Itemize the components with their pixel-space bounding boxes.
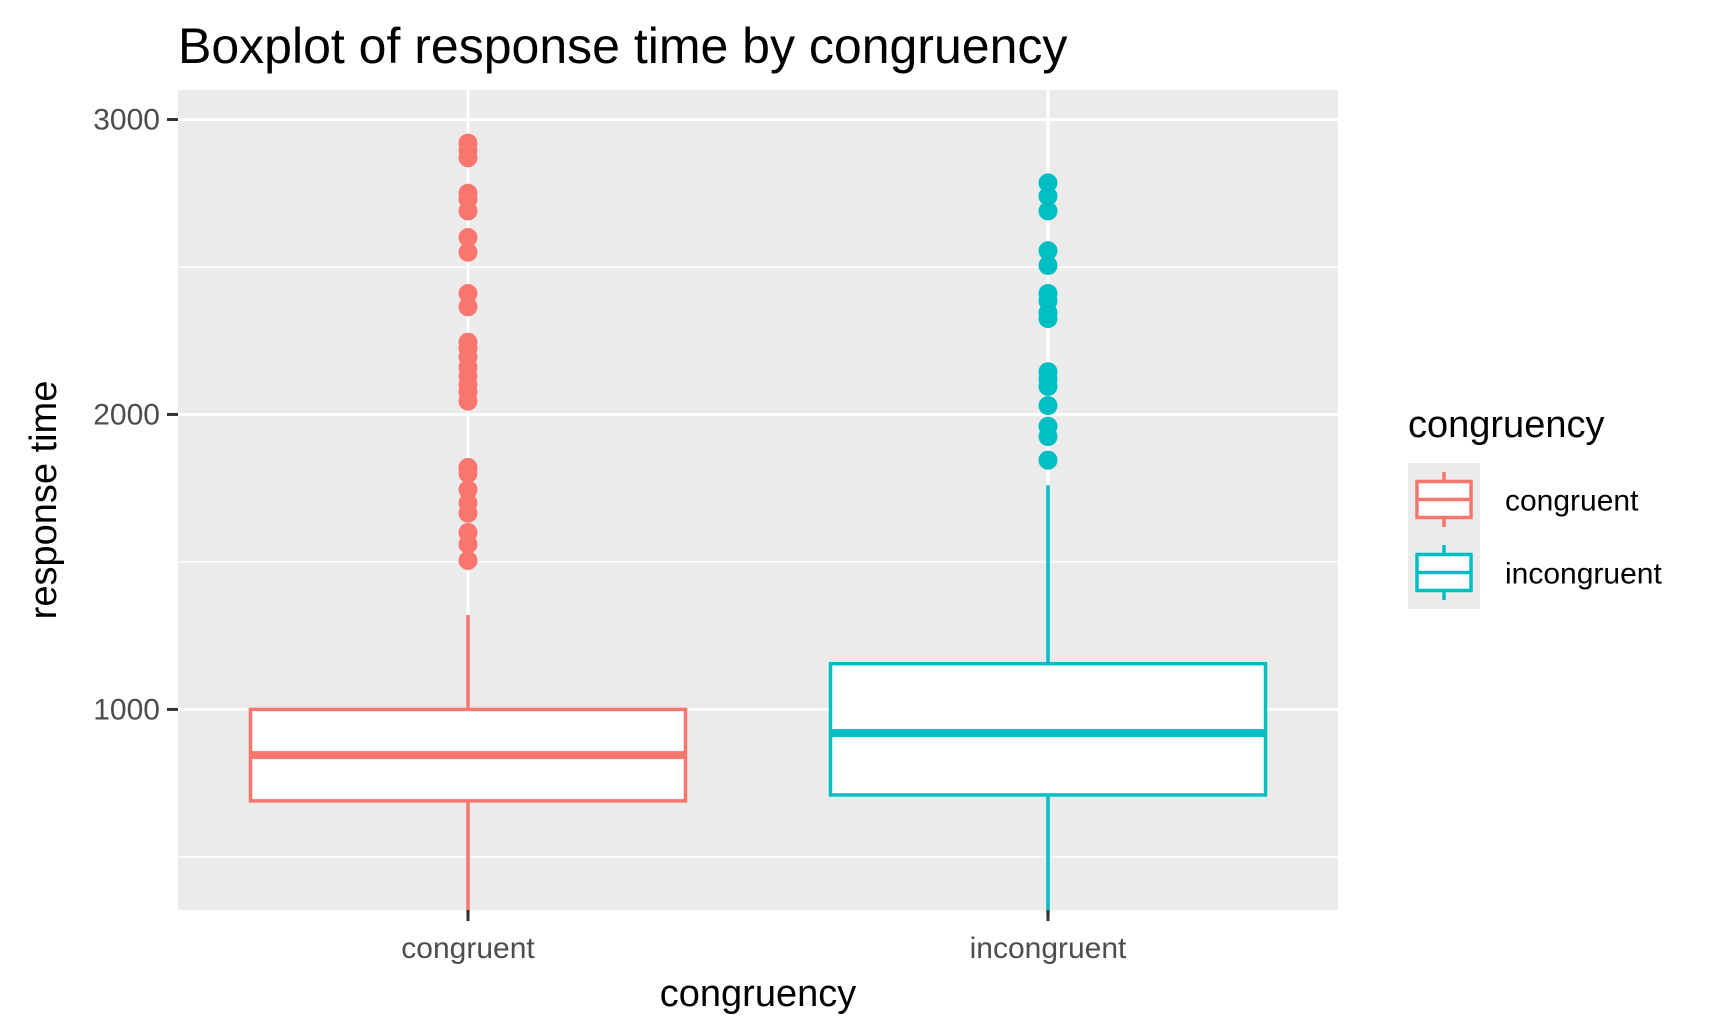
- outlier-point: [458, 458, 478, 478]
- outlier-point: [458, 550, 478, 570]
- legend-key-incongruent: [1415, 545, 1473, 600]
- outlier-point: [1038, 186, 1058, 206]
- y-axis-title: response time: [23, 381, 65, 620]
- outlier-point: [458, 227, 478, 247]
- outlier-point: [458, 183, 478, 203]
- box-incongruent: [828, 173, 1268, 915]
- x-axis-title: congruency: [660, 973, 856, 1015]
- y-tick-label: 2000: [93, 398, 160, 431]
- outlier-point: [458, 522, 478, 542]
- legend-entry-label: congruent: [1505, 485, 1639, 518]
- outlier-point: [458, 297, 478, 317]
- outlier-point: [1038, 241, 1058, 261]
- outlier-point: [1038, 284, 1058, 304]
- outlier-point: [1038, 201, 1058, 221]
- y-tick-label: 1000: [93, 693, 160, 726]
- boxes: [248, 133, 1268, 915]
- outlier-point: [1038, 396, 1058, 416]
- outlier-point: [1038, 416, 1058, 436]
- legend-entry-label: incongruent: [1505, 558, 1662, 591]
- outlier-point: [458, 284, 478, 304]
- y-tick-label: 3000: [93, 103, 160, 136]
- x-tick-label: incongruent: [970, 932, 1127, 965]
- legend-key-congruent: [1415, 472, 1473, 527]
- outlier-point: [1038, 256, 1058, 276]
- x-tick-label: congruent: [401, 932, 535, 965]
- legend: congruency congruent incongruent: [1408, 404, 1662, 609]
- outlier-point: [1038, 450, 1058, 470]
- outlier-point: [458, 480, 478, 500]
- axes: 1000 2000 3000 congruent incongruent: [93, 103, 1127, 965]
- outlier-point: [458, 133, 478, 153]
- outlier-point: [458, 493, 478, 513]
- chart-title: Boxplot of response time by congruency: [178, 18, 1067, 74]
- outlier-point: [458, 332, 478, 352]
- outlier-point: [458, 242, 478, 262]
- outlier-point: [1038, 362, 1058, 382]
- legend-title: congruency: [1408, 404, 1604, 446]
- outlier-point: [1038, 173, 1058, 193]
- box-congruent: [248, 133, 688, 913]
